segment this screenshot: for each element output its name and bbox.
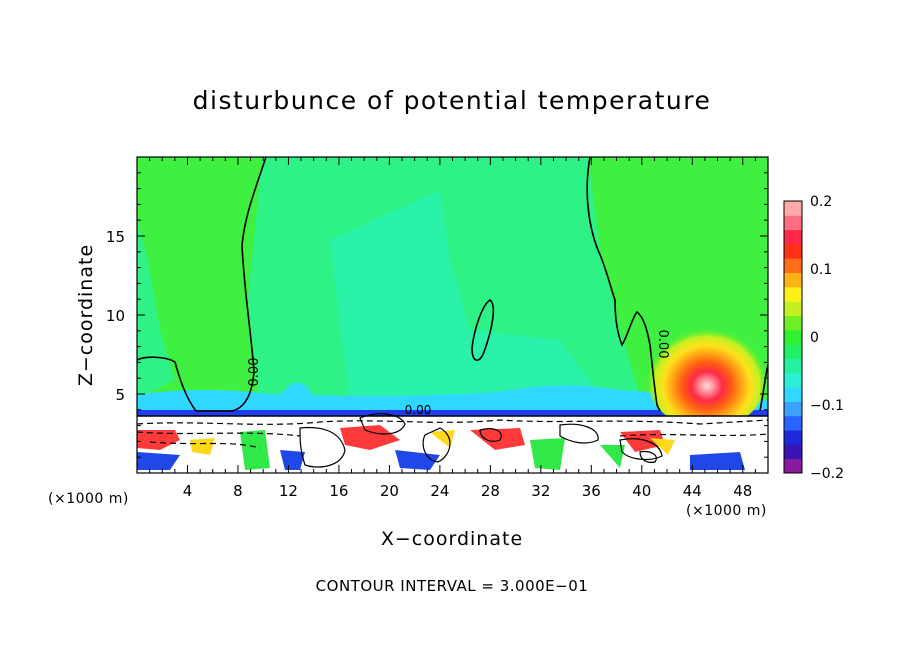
colorbar-swatch bbox=[784, 358, 802, 374]
colorbar-tick-label: 0.1 bbox=[810, 262, 832, 278]
colorbar-swatch bbox=[784, 329, 802, 345]
colorbar-swatch bbox=[784, 272, 802, 288]
x-unit-label: (×1000 m) bbox=[686, 503, 767, 519]
x-tick-label: 44 bbox=[683, 482, 702, 500]
colorbar-swatch bbox=[784, 315, 802, 331]
colorbar-ticks: 0.2 0.1 0 −0.1 −0.2 bbox=[810, 194, 844, 482]
colorbar-tick-label: 0.2 bbox=[810, 194, 832, 210]
contour-lower-dashed bbox=[137, 419, 768, 449]
colorbar-swatch bbox=[784, 387, 802, 402]
colorbar-swatch bbox=[784, 401, 802, 417]
field-blue-strip bbox=[137, 410, 768, 416]
colorbar-swatch bbox=[784, 430, 802, 445]
field-lower-green bbox=[240, 430, 625, 470]
colorbar-swatch bbox=[784, 344, 802, 359]
field-cool-left bbox=[137, 220, 175, 400]
colorbar bbox=[783, 200, 803, 474]
contour-zero-right bbox=[586, 157, 661, 412]
x-tick-label: 16 bbox=[329, 482, 348, 500]
colorbar-swatch bbox=[784, 372, 802, 388]
colorbar-tick-label: −0.1 bbox=[810, 398, 844, 414]
contour-interval-note: CONTOUR INTERVAL = 3.000E−01 bbox=[315, 577, 589, 595]
x-axis-label: X−coordinate bbox=[380, 528, 524, 550]
x-tick-label: 8 bbox=[233, 482, 243, 500]
chart-title: disturbunce of potential temperature bbox=[192, 86, 712, 115]
colorbar-swatch bbox=[784, 415, 802, 431]
x-tick-label: 12 bbox=[279, 482, 298, 500]
colorbar-frame bbox=[783, 200, 803, 474]
colorbar-swatch bbox=[784, 229, 802, 245]
contour-zero-left bbox=[137, 157, 267, 412]
colorbar-swatch bbox=[784, 243, 802, 259]
field-lower-region bbox=[137, 416, 768, 473]
y-axis-label: Z−coordinate bbox=[75, 243, 97, 387]
field-warm-anomaly bbox=[645, 314, 768, 430]
colorbar-tick-label: −0.2 bbox=[810, 466, 844, 482]
x-axis: 4 8 12 16 20 24 28 32 36 40 44 48 bbox=[149, 157, 756, 500]
x-tick-label: 48 bbox=[733, 482, 752, 500]
colorbar-swatch bbox=[784, 458, 802, 474]
colorbar-tick-label: 0 bbox=[810, 330, 819, 346]
contour-label: 0.00 bbox=[655, 330, 670, 359]
colorbar-swatch bbox=[784, 301, 802, 317]
x-tick-label: 24 bbox=[430, 482, 449, 500]
y-axis: 5 10 15 bbox=[106, 172, 768, 458]
contour-lower-solid bbox=[299, 413, 663, 468]
y-tick-label: 10 bbox=[106, 307, 125, 325]
x-tick-label: 4 bbox=[183, 482, 193, 500]
colorbar-swatch bbox=[784, 444, 802, 460]
x-tick-label: 32 bbox=[531, 482, 550, 500]
contour-closed-28 bbox=[471, 299, 495, 361]
colorbar-swatch bbox=[784, 258, 802, 274]
x-tick-label: 36 bbox=[582, 482, 601, 500]
contour-label: 0.00 bbox=[247, 358, 262, 387]
colorbar-swatch bbox=[784, 286, 802, 302]
y-tick-label: 15 bbox=[106, 228, 125, 246]
z-unit-label: (×1000 m) bbox=[48, 491, 129, 507]
field-cool-core bbox=[330, 190, 600, 405]
field-lower-blue bbox=[137, 450, 745, 470]
field-cyan-band bbox=[137, 382, 768, 412]
x-tick-label: 20 bbox=[380, 482, 399, 500]
x-tick-label: 40 bbox=[632, 482, 651, 500]
colorbar-swatch bbox=[784, 201, 802, 216]
contour-label: 0.00 bbox=[405, 403, 432, 417]
y-tick-label: 5 bbox=[115, 386, 125, 404]
colorbar-swatch bbox=[784, 215, 802, 231]
x-tick-label: 28 bbox=[481, 482, 500, 500]
